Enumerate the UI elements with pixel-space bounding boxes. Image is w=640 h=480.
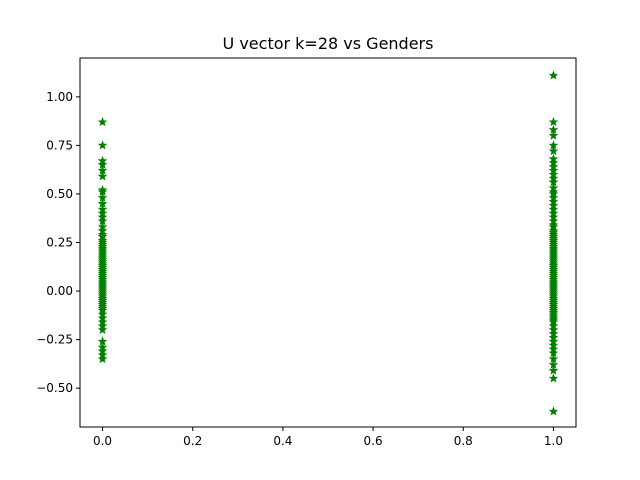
- data-point-star: [548, 406, 559, 416]
- y-tick-label: −0.25: [36, 333, 73, 347]
- x-tick-label: 0.8: [454, 434, 473, 448]
- data-point-star: [548, 117, 559, 127]
- x-tick-label: 0.4: [273, 434, 292, 448]
- data-point-star: [97, 353, 108, 364]
- plot-frame: [79, 57, 577, 428]
- x-tick-label: 0.6: [364, 434, 383, 448]
- x-tick-label: 0.0: [93, 434, 112, 448]
- data-points: [97, 70, 559, 416]
- y-tick-label: 0.75: [46, 138, 73, 152]
- y-tick-label: 0.50: [46, 187, 73, 201]
- y-tick-label: 0.25: [46, 236, 73, 250]
- data-point-star: [97, 117, 108, 127]
- y-tick-label: 0.00: [46, 284, 73, 298]
- data-point-star: [97, 324, 108, 334]
- data-point-star: [97, 140, 108, 150]
- x-tick-label: 0.2: [183, 434, 202, 448]
- data-point-star: [548, 365, 559, 375]
- x-axis-ticks: 0.0 0.2 0.4 0.6 0.8 1.0: [93, 427, 563, 448]
- y-tick-label: −0.50: [36, 381, 73, 395]
- data-point-star: [548, 373, 559, 383]
- chart-title: U vector k=28 vs Genders: [223, 34, 434, 53]
- data-point-star: [97, 171, 108, 181]
- data-point-star: [548, 70, 559, 80]
- data-point-star: [548, 130, 559, 140]
- y-axis-ticks: −0.50 −0.25 0.00 0.25 0.50 0.75 1.00: [36, 90, 80, 395]
- data-point-star: [548, 146, 559, 156]
- y-tick-label: 1.00: [46, 90, 73, 104]
- x-tick-label: 1.0: [544, 434, 563, 448]
